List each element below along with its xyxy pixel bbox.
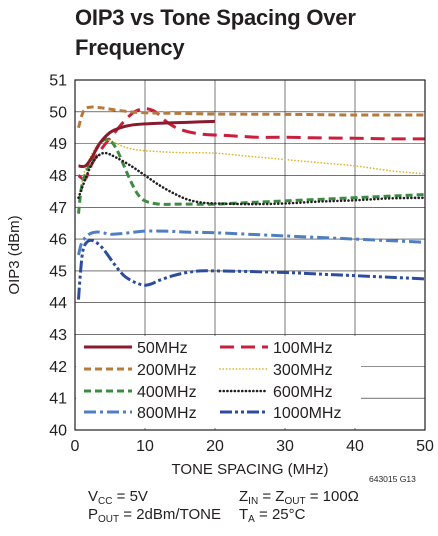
legend-label-600mhz: 600MHz: [273, 384, 333, 401]
series-line-1000mhz: [77, 238, 426, 300]
x-tick-label: 40: [346, 438, 364, 455]
y-tick-label: 43: [49, 327, 67, 344]
series-line-800mhz: [77, 229, 426, 256]
figure-id: 643015 G13: [369, 474, 416, 484]
legend-label-300mhz: 300MHz: [273, 362, 333, 379]
legend-label-100mhz: 100MHz: [273, 340, 333, 357]
grid-lines: [75, 80, 425, 430]
condition-vcc: VCC = 5V: [88, 488, 148, 507]
y-tick-label: 48: [49, 168, 67, 185]
condition-pout: POUT = 2dBm/TONE: [88, 506, 221, 525]
chart-title-line-1: OIP3 vs Tone Spacing Over: [75, 5, 356, 30]
x-tick-label: 0: [71, 438, 80, 455]
series-line-300mhz: [77, 139, 426, 199]
y-tick-label: 44: [49, 295, 67, 312]
series-line-200mhz: [77, 105, 426, 129]
chart-title: OIP3 vs Tone Spacing Over Frequency: [75, 3, 435, 63]
legend-label-1000mhz: 1000MHz: [273, 405, 341, 422]
legend-label-200mhz: 200MHz: [137, 362, 197, 379]
plot-frame: [74, 79, 426, 431]
legend: 50MHz 100MHz 200MHz 300MHz 400MHz 600MHz 800MH…: [84, 340, 341, 422]
x-tick-label: 10: [136, 438, 154, 455]
y-tick-label: 46: [49, 232, 67, 249]
x-tick-label: 50: [416, 438, 434, 455]
series-line-400mhz: [77, 137, 426, 214]
y-tick-label: 49: [49, 136, 67, 153]
y-tick-label: 45: [49, 263, 67, 280]
series-layer: [77, 105, 427, 300]
condition-temperature: TA = 25°C: [239, 506, 306, 525]
x-axis-label: TONE SPACING (MHz): [172, 461, 329, 478]
y-axis-label: OIP3 (dBm): [6, 215, 23, 294]
chart-title-line-2: Frequency: [75, 35, 185, 60]
y-tick-label: 51: [49, 73, 67, 90]
x-tick-label: 20: [206, 438, 224, 455]
legend-label-50mhz: 50MHz: [137, 340, 188, 357]
legend-label-400mhz: 400MHz: [137, 384, 197, 401]
y-tick-label: 50: [49, 104, 67, 121]
series-line-50mhz: [78, 119, 216, 169]
tick-labels: 40 41 42 43 44 45 46 47 48 49 50 51 0 10 20 30 40 50: [49, 73, 434, 456]
y-tick-label: 42: [49, 359, 67, 376]
series-line-600mhz: [77, 151, 427, 206]
y-tick-label: 47: [49, 200, 67, 217]
y-tick-label: 41: [49, 391, 67, 408]
series-line-100mhz: [77, 107, 426, 181]
y-tick-label: 40: [49, 423, 67, 440]
x-tick-label: 30: [276, 438, 294, 455]
legend-label-800mhz: 800MHz: [137, 405, 197, 422]
condition-impedance: ZIN = ZOUT = 100Ω: [239, 488, 359, 507]
